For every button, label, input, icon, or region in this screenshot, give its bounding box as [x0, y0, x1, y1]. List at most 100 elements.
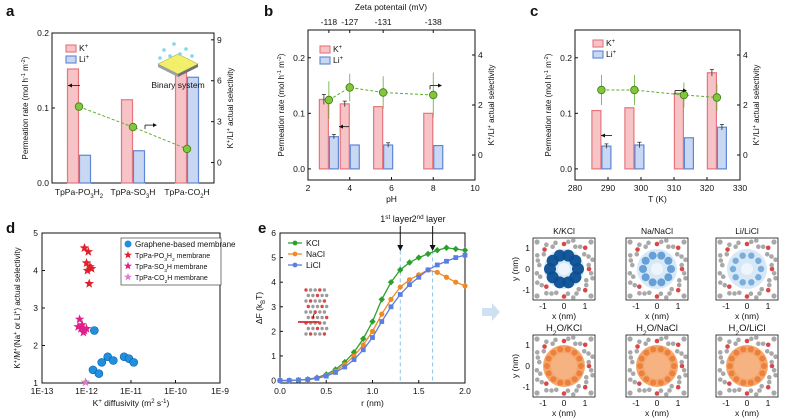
li-bar	[716, 126, 728, 170]
atom	[311, 304, 315, 309]
atom	[320, 326, 324, 331]
water-density	[544, 363, 550, 369]
ion-dot	[184, 47, 188, 51]
framework-atom	[534, 336, 540, 342]
framework-atom	[748, 291, 754, 296]
selectivity-point	[345, 83, 354, 92]
data-point	[305, 377, 311, 382]
x-tick-label: 1	[766, 301, 771, 311]
panel-label-b: b	[264, 3, 273, 20]
framework-atom	[590, 354, 595, 360]
y-axis-label: K+/M+(Na+ or Li+) actual selectivity	[13, 247, 22, 368]
y-tick-label: 1	[33, 378, 38, 388]
framework-atom	[717, 280, 723, 285]
water-density	[564, 379, 571, 386]
atom	[306, 315, 310, 320]
framework-atom	[628, 258, 634, 263]
framework-atom	[534, 239, 540, 245]
framework-atom	[753, 392, 759, 397]
y2-axis-label: K+/Li+ actual selectivity	[487, 65, 496, 146]
selectivity-line	[601, 89, 717, 98]
ion-density	[657, 251, 666, 260]
legend-label: Li+	[606, 49, 617, 59]
atom	[308, 288, 313, 292]
water-density	[747, 379, 754, 386]
ion-density	[641, 256, 650, 265]
atom	[313, 332, 317, 336]
framework-atom	[627, 280, 633, 285]
k-bar	[673, 92, 685, 170]
framework-atom	[637, 387, 642, 393]
star-point	[84, 278, 94, 288]
ion-density	[562, 276, 575, 289]
data-point	[462, 283, 468, 289]
framework-atom	[581, 349, 587, 354]
axis-arrow-head	[153, 123, 157, 128]
data-point	[379, 319, 385, 324]
water-density	[644, 353, 670, 379]
framework-atom	[534, 253, 540, 258]
ion-density	[651, 263, 663, 275]
framework-atom	[534, 271, 540, 276]
map-title: H2O/KCl	[546, 323, 582, 337]
panel-d: 1E-13 1E-12 1E-11 1E-10 1E-9 1 2 3 4 5 K+ diffusiv…	[13, 228, 236, 408]
x-axis-label: K+ diffusivity (m2 s-1)	[93, 398, 170, 408]
y-tick-label: 2	[33, 341, 38, 351]
framework-atom	[765, 384, 771, 390]
water-density	[638, 355, 645, 362]
water-density	[545, 370, 552, 377]
framework-atom	[654, 294, 660, 299]
y-tick-label: 5	[33, 228, 38, 238]
framework-atom	[635, 344, 640, 349]
legend-label: KCl	[306, 238, 320, 248]
framework-atom	[637, 284, 642, 289]
framework-atom	[676, 375, 682, 380]
framework-atom	[582, 384, 588, 390]
ion-density	[757, 265, 765, 273]
x-tick-label: -1	[632, 301, 640, 311]
framework-atom	[769, 359, 774, 365]
framework-atom	[717, 368, 723, 373]
framework-atom	[666, 341, 671, 347]
framework-atom	[583, 375, 589, 380]
framework-atom	[582, 342, 588, 348]
framework-atom	[722, 282, 728, 288]
y-axis-label: Permeation rate (mol h-1 m-2)	[277, 53, 286, 156]
ion-density	[648, 278, 657, 287]
framework-atom	[736, 290, 742, 296]
li-bar	[683, 137, 695, 170]
selectivity-point	[182, 144, 192, 154]
framework-atom	[627, 368, 633, 373]
y-tick-label: 0.0	[37, 178, 49, 188]
data-point	[342, 364, 348, 370]
legend-swatch	[65, 55, 77, 64]
framework-atom	[535, 355, 541, 360]
framework-atom	[771, 336, 777, 342]
legend-label: TpPa-CO2H membrane	[135, 275, 208, 285]
x-tick-label: 2	[306, 183, 311, 193]
k-bar	[120, 99, 134, 184]
legend-label: LiCl	[306, 260, 321, 270]
framework-atom	[669, 286, 674, 292]
li-bar	[186, 76, 200, 184]
framework-atom	[627, 390, 633, 396]
panel-a: 0.0 0.1 0.2 0 3 6 9 TpPa-PO3H2 TpPa-SO3H TpPa-CO2…	[21, 28, 235, 200]
atom	[304, 310, 308, 314]
atom	[322, 288, 327, 292]
framework-atom	[679, 262, 684, 268]
y-tick-label: 1	[525, 243, 530, 253]
ion-density	[664, 256, 673, 265]
atom	[320, 304, 324, 309]
li-bar	[634, 144, 645, 170]
graphene-point	[90, 326, 99, 335]
water-density	[571, 349, 578, 356]
data-point	[416, 274, 422, 280]
data-point	[434, 269, 440, 275]
framework-atom	[727, 339, 732, 345]
data-point	[453, 255, 459, 260]
framework-atom	[566, 239, 571, 245]
x-tick-label: 0	[745, 301, 750, 311]
framework-atom	[627, 293, 633, 299]
framework-atom	[549, 388, 554, 393]
